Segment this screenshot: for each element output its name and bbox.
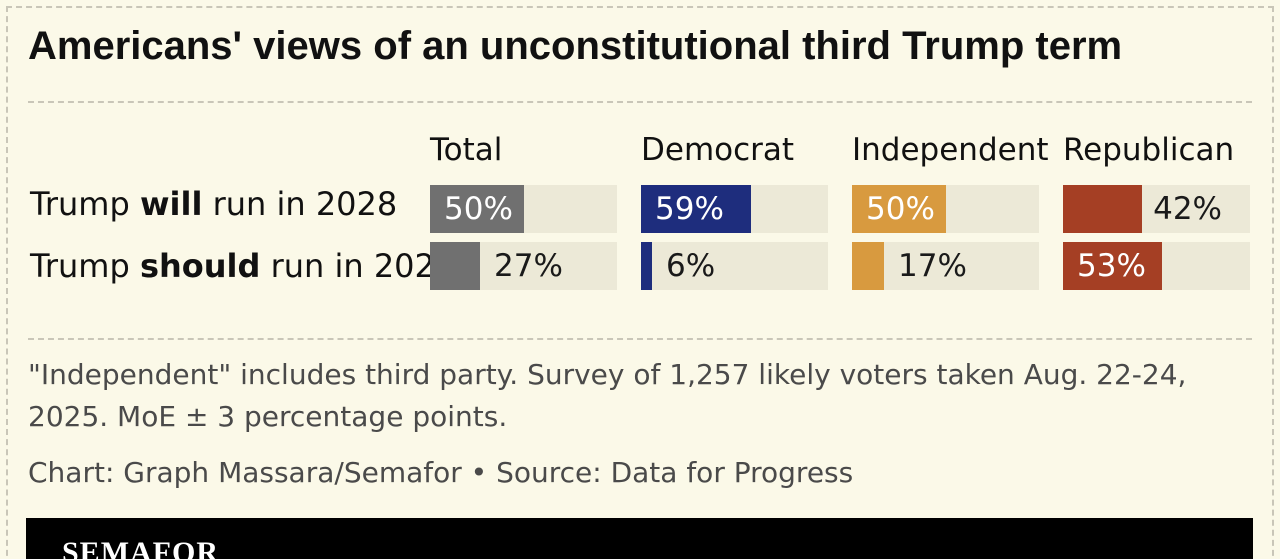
bar-track-democrat-should: 6%	[641, 242, 828, 290]
data-label-republican-will: 42%	[1153, 191, 1222, 227]
bar-track-independent-should: 17%	[852, 242, 1039, 290]
column-header-democrat: Democrat	[641, 132, 795, 168]
data-label-total-should: 27%	[494, 248, 563, 284]
bar-total-should	[430, 242, 480, 290]
bar-track-total-will: 50%	[430, 185, 617, 233]
bar-track-democrat-will: 59%	[641, 185, 828, 233]
row-label-will-prefix: Trump	[30, 185, 140, 223]
row-label-should-emphasis: should	[139, 247, 261, 285]
bar-track-republican-will: 42%	[1063, 185, 1250, 233]
data-label-republican-should: 53%	[1077, 248, 1146, 284]
row-label-should: Trump should run in 2028	[30, 242, 455, 290]
bar-track-independent-will: 50%	[852, 185, 1039, 233]
column-header-republican: Republican	[1063, 132, 1235, 168]
bar-chart: Trump will run in 2028 Trump should run …	[0, 120, 1280, 300]
column-header-independent: Independent	[852, 132, 1049, 168]
bar-total-will	[430, 185, 524, 233]
chart-title: Americans' views of an unconstitutional …	[28, 24, 1123, 68]
bar-democrat-should	[641, 242, 652, 290]
bar-independent-should	[852, 242, 884, 290]
chart-frame	[6, 6, 1274, 559]
bar-independent-will	[852, 185, 946, 233]
chart-note: "Independent" includes third party. Surv…	[28, 358, 1187, 433]
chart-credit: Chart: Graph Massara/Semafor • Source: D…	[28, 456, 854, 489]
data-label-independent-should: 17%	[898, 248, 967, 284]
bar-republican-should	[1063, 242, 1162, 290]
row-label-should-prefix: Trump	[30, 247, 140, 285]
data-label-independent-will: 50%	[866, 191, 935, 227]
divider-bottom	[28, 338, 1252, 340]
row-label-will-emphasis: will	[139, 185, 203, 223]
semafor-logo: SEMAFOR	[62, 536, 219, 559]
data-label-democrat-will: 59%	[655, 191, 724, 227]
column-header-total: Total	[430, 132, 503, 168]
row-label-will: Trump will run in 2028	[30, 180, 397, 228]
data-label-total-will: 50%	[444, 191, 513, 227]
bar-track-total-should: 27%	[430, 242, 617, 290]
footer-bar: SEMAFOR	[26, 518, 1253, 559]
bar-republican-will	[1063, 185, 1142, 233]
data-label-democrat-should: 6%	[666, 248, 716, 284]
bar-track-republican-should: 53%	[1063, 242, 1250, 290]
divider-top	[28, 101, 1252, 103]
row-label-will-suffix: run in 2028	[202, 185, 398, 223]
row-label-should-suffix: run in 2028	[260, 247, 456, 285]
bar-democrat-will	[641, 185, 751, 233]
